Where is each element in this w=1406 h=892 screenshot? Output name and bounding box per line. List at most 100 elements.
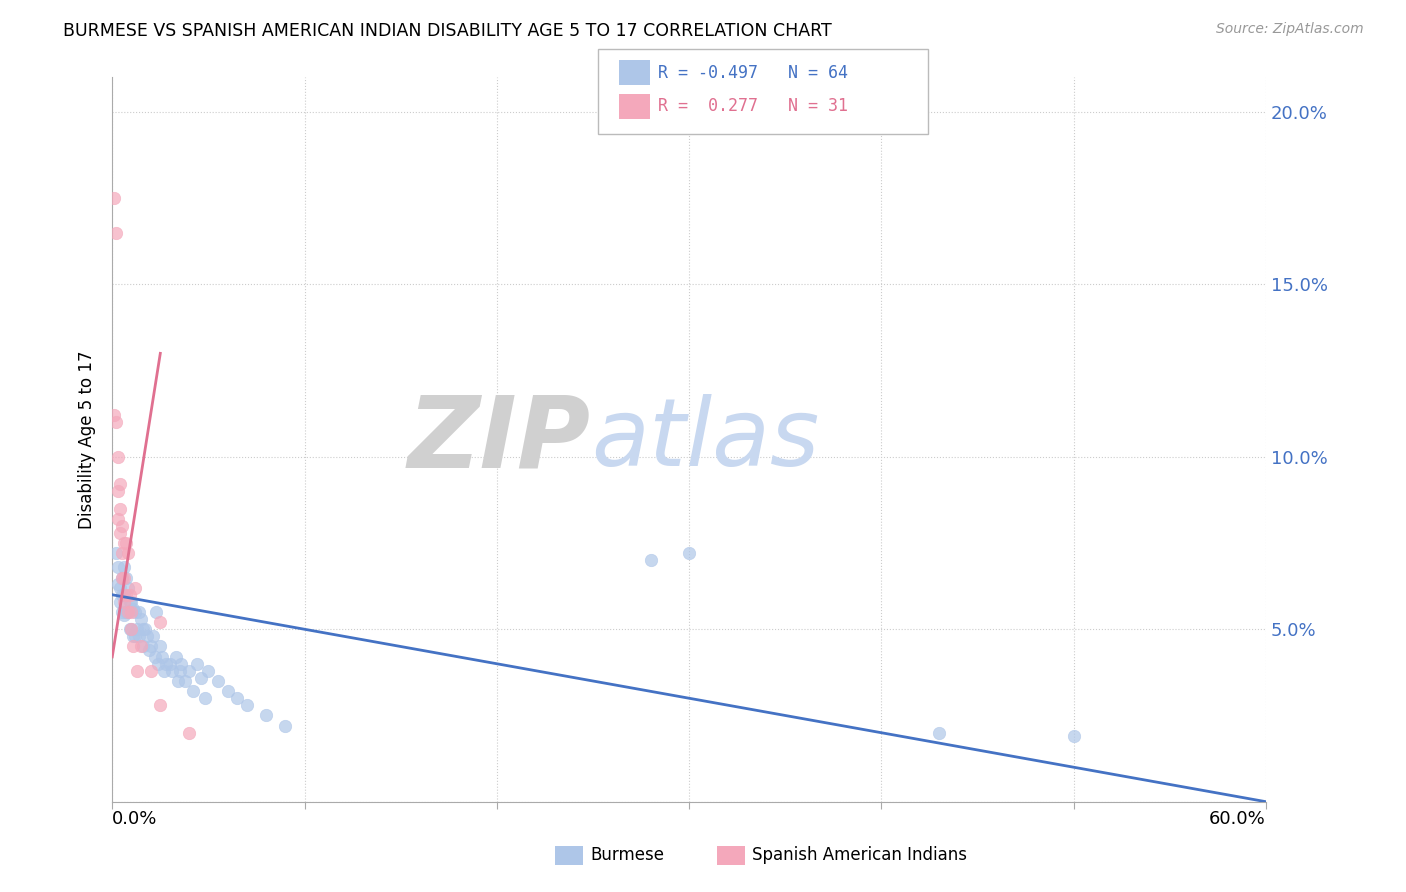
- Point: [122, 629, 145, 643]
- Point: [254, 708, 277, 723]
- Point: [132, 640, 155, 654]
- Point: [107, 512, 129, 526]
- Point: [155, 657, 177, 671]
- Point: [149, 640, 172, 654]
- Point: [114, 588, 136, 602]
- Point: [107, 577, 129, 591]
- Point: [139, 664, 162, 678]
- Point: [114, 536, 136, 550]
- Text: Burmese: Burmese: [591, 847, 665, 864]
- Text: 60.0%: 60.0%: [1209, 811, 1265, 829]
- Point: [142, 629, 165, 643]
- Point: [118, 595, 141, 609]
- Point: [107, 560, 129, 574]
- Point: [132, 622, 155, 636]
- Point: [118, 622, 141, 636]
- Point: [108, 525, 131, 540]
- Point: [117, 581, 139, 595]
- Point: [112, 536, 135, 550]
- Point: [112, 595, 135, 609]
- Point: [111, 546, 134, 560]
- Point: [170, 657, 193, 671]
- Point: [274, 719, 297, 733]
- Point: [928, 725, 950, 739]
- Point: [124, 629, 146, 643]
- Text: Spanish American Indians: Spanish American Indians: [752, 847, 967, 864]
- Point: [124, 605, 146, 619]
- Point: [127, 664, 149, 678]
- Point: [114, 605, 136, 619]
- Point: [122, 640, 145, 654]
- Point: [236, 698, 259, 713]
- Point: [181, 684, 204, 698]
- Point: [117, 605, 139, 619]
- Text: 0.0%: 0.0%: [112, 811, 157, 829]
- Point: [112, 608, 135, 623]
- Point: [174, 673, 197, 688]
- Point: [108, 501, 131, 516]
- Point: [179, 664, 201, 678]
- Point: [145, 605, 167, 619]
- Point: [190, 671, 212, 685]
- Point: [678, 546, 700, 560]
- Point: [111, 570, 134, 584]
- Point: [217, 684, 239, 698]
- Point: [111, 588, 134, 602]
- Point: [121, 622, 143, 636]
- Point: [186, 657, 208, 671]
- Point: [197, 664, 219, 678]
- Point: [149, 698, 172, 713]
- Point: [103, 409, 125, 423]
- Point: [121, 622, 143, 636]
- Point: [138, 643, 160, 657]
- Point: [108, 595, 131, 609]
- Point: [139, 640, 162, 654]
- Point: [226, 691, 249, 706]
- Text: ZIP: ZIP: [408, 391, 591, 488]
- Y-axis label: Disability Age 5 to 17: Disability Age 5 to 17: [79, 351, 96, 529]
- Point: [148, 657, 170, 671]
- Point: [124, 581, 146, 595]
- Point: [108, 477, 131, 491]
- Point: [160, 664, 183, 678]
- Point: [117, 546, 139, 560]
- Point: [122, 601, 145, 615]
- Point: [1063, 729, 1085, 743]
- Point: [179, 725, 201, 739]
- Text: R =  0.277   N = 31: R = 0.277 N = 31: [658, 97, 848, 115]
- Point: [640, 553, 662, 567]
- Point: [111, 518, 134, 533]
- Point: [128, 605, 150, 619]
- Point: [103, 191, 125, 205]
- Point: [121, 605, 143, 619]
- Point: [105, 546, 128, 560]
- Text: BURMESE VS SPANISH AMERICAN INDIAN DISABILITY AGE 5 TO 17 CORRELATION CHART: BURMESE VS SPANISH AMERICAN INDIAN DISAB…: [63, 22, 832, 40]
- Point: [207, 673, 229, 688]
- Point: [150, 649, 173, 664]
- Point: [111, 570, 134, 584]
- Point: [135, 629, 157, 643]
- Point: [114, 570, 136, 584]
- Point: [143, 649, 166, 664]
- Point: [107, 484, 129, 499]
- Point: [105, 226, 128, 240]
- Point: [112, 570, 135, 584]
- Text: atlas: atlas: [591, 394, 820, 485]
- Point: [108, 581, 131, 595]
- Point: [107, 450, 129, 464]
- Point: [112, 560, 135, 574]
- Point: [129, 612, 152, 626]
- Point: [166, 673, 188, 688]
- Point: [112, 588, 135, 602]
- Point: [134, 622, 156, 636]
- Point: [149, 615, 172, 630]
- Point: [193, 691, 215, 706]
- Text: R = -0.497   N = 64: R = -0.497 N = 64: [658, 64, 848, 82]
- Point: [118, 588, 141, 602]
- Point: [169, 664, 191, 678]
- Point: [159, 657, 181, 671]
- Point: [121, 595, 143, 609]
- Text: Source: ZipAtlas.com: Source: ZipAtlas.com: [1216, 22, 1364, 37]
- Point: [117, 605, 139, 619]
- Point: [127, 622, 149, 636]
